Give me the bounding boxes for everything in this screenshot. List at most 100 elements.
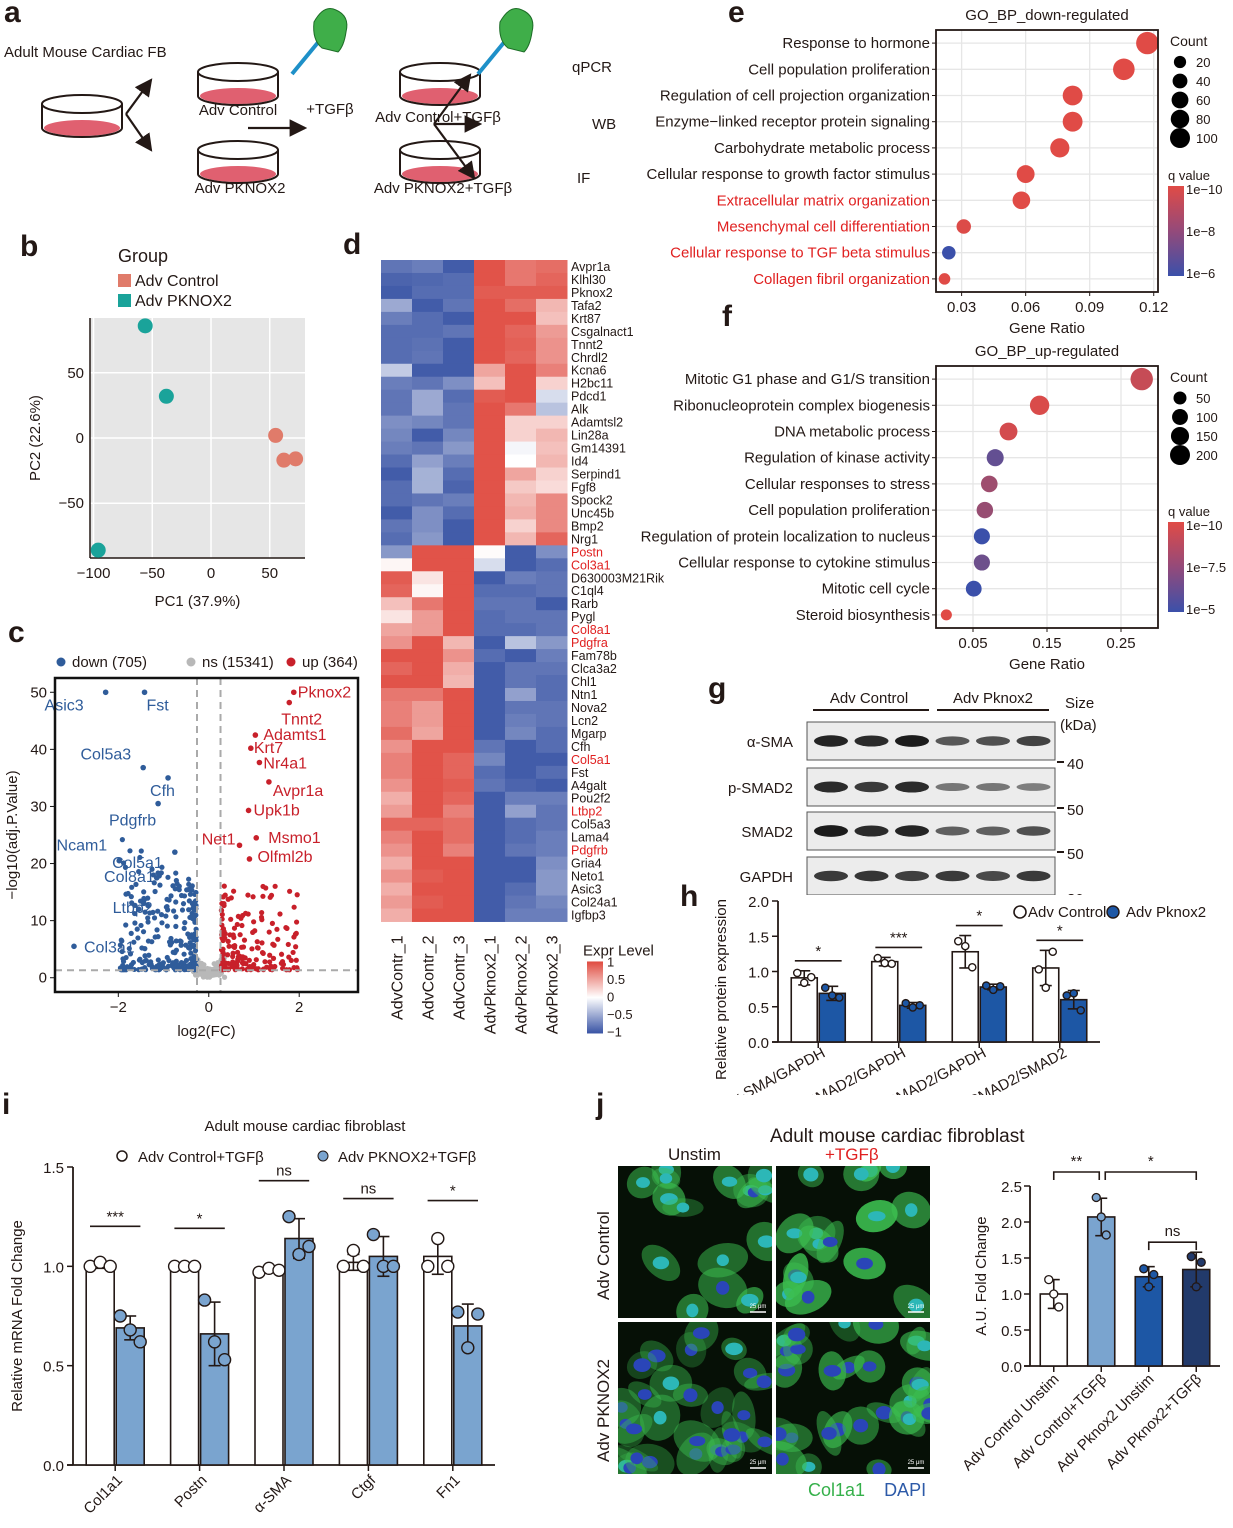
up-point — [220, 950, 226, 956]
heatmap-cell — [536, 337, 568, 352]
down-point — [122, 864, 129, 870]
pca-chart: −100 −50 0 50 −50 0 50 PC1 (37.9%) PC2 (22.6%) — [27, 318, 305, 610]
data-point — [820, 983, 830, 993]
y-tick-label: 2.0 — [748, 894, 769, 911]
y-tick-label: 1.0 — [43, 1259, 64, 1276]
heatmap-row-label: Bmp2 — [571, 519, 604, 533]
up-point — [231, 925, 238, 931]
down-point — [146, 952, 152, 958]
up-point — [285, 941, 291, 948]
down-point — [183, 942, 189, 948]
heatmap-cell — [412, 713, 444, 728]
go-term-label: Carbohydrate metabolic process — [714, 140, 930, 157]
labeled-gene-point — [141, 689, 148, 696]
cell-nucleus — [633, 1358, 651, 1372]
up-point — [274, 926, 280, 932]
heatmap-cell — [381, 493, 413, 507]
heatmap-cell — [412, 324, 444, 339]
heatmap-row-label: A4galt — [571, 779, 607, 793]
heatmap-row-label: Neto1 — [571, 870, 604, 884]
legend-label: down (705) — [72, 654, 147, 671]
heatmap-cell — [412, 649, 444, 663]
heatmap-cell — [505, 519, 537, 533]
color-legend-label: 1e−5 — [1186, 602, 1215, 617]
heatmap-cell — [474, 493, 506, 507]
cell-nucleus — [867, 1211, 886, 1222]
heatmap-cell — [505, 675, 537, 689]
readout-wb: WB — [592, 116, 616, 133]
size-legend-dot — [1173, 391, 1187, 405]
heatmap-cell — [381, 830, 413, 845]
heatmap-cell — [412, 688, 444, 702]
heatmap-cell — [536, 882, 568, 897]
heatmap-cell — [505, 311, 537, 326]
blot-band — [1016, 870, 1051, 882]
cell-nucleus — [653, 1410, 667, 1425]
heatmap-cell — [536, 700, 568, 715]
y-tick-label: 20 — [30, 856, 47, 873]
heatmap-cell — [443, 441, 475, 456]
x-tick-label: −50 — [140, 565, 165, 582]
down-point — [151, 915, 158, 921]
x-tick-label: −2 — [110, 999, 127, 1016]
panel-label-i: i — [2, 1088, 11, 1121]
heatmap-row-label: Pou2f2 — [571, 792, 611, 806]
heatmap-row-label: Id4 — [571, 455, 588, 469]
down-point — [178, 942, 184, 948]
down-point — [163, 904, 169, 910]
heatmap-cell — [536, 441, 568, 456]
heatmap-cell — [505, 765, 537, 780]
up-point — [272, 883, 278, 889]
down-point — [155, 934, 161, 940]
size-legend-title: Count — [1170, 369, 1207, 385]
x-tick-label: Col1a1 — [80, 1472, 126, 1518]
labeled-gene-point — [165, 775, 171, 781]
data-point — [461, 1341, 475, 1355]
up-point — [283, 924, 289, 931]
heatmap-cell — [381, 908, 413, 922]
blot-band — [895, 781, 929, 793]
legend-title: Expr Level — [583, 942, 654, 959]
pca-point — [276, 452, 292, 468]
heatmap-cell — [536, 649, 568, 663]
heatmap-row-label: Spock2 — [571, 493, 613, 507]
data-point — [103, 1259, 117, 1274]
down-point — [188, 950, 194, 956]
labeled-gene-point — [286, 699, 293, 706]
down-point — [158, 912, 165, 918]
data-point — [187, 1259, 202, 1274]
heatmap-cell — [474, 415, 506, 430]
y-tick-label: 0.0 — [748, 1035, 769, 1052]
data-point — [915, 1001, 925, 1010]
labeled-gene-point — [246, 856, 253, 862]
schematic-title: Adult Mouse Cardiac FB — [4, 44, 167, 61]
heatmap-cell — [412, 700, 444, 715]
cells — [618, 1322, 772, 1474]
heatmap-row-label: H2bc11 — [571, 377, 613, 391]
data-point — [1069, 989, 1079, 998]
size-legend-label: 80 — [1196, 112, 1210, 127]
y-tick-label: 30 — [30, 798, 47, 815]
up-point — [262, 959, 268, 965]
down-point — [193, 889, 199, 896]
heatmap-cell — [381, 428, 413, 443]
treatment-label: +TGFβ — [306, 101, 354, 118]
gene-label: Col3a1 — [84, 939, 135, 956]
bar — [422, 1255, 453, 1466]
data-point — [336, 1259, 351, 1274]
go-dot — [980, 475, 998, 493]
data-point — [1096, 1212, 1106, 1222]
y-tick-label: 10 — [30, 913, 47, 930]
heatmap-cell — [443, 713, 475, 728]
heatmap-cell — [381, 752, 413, 767]
heatmap-cell — [381, 700, 413, 715]
scale-bar-label: 25 μm — [908, 1304, 925, 1310]
blot-band — [1016, 783, 1051, 791]
cell-nucleus — [757, 1235, 772, 1248]
up-point — [239, 960, 246, 966]
heatmap-cell — [474, 558, 506, 572]
data-point — [834, 993, 844, 1002]
down-point — [174, 881, 180, 887]
color-legend-label: 1e−7.5 — [1186, 560, 1226, 575]
data-point — [967, 962, 977, 972]
